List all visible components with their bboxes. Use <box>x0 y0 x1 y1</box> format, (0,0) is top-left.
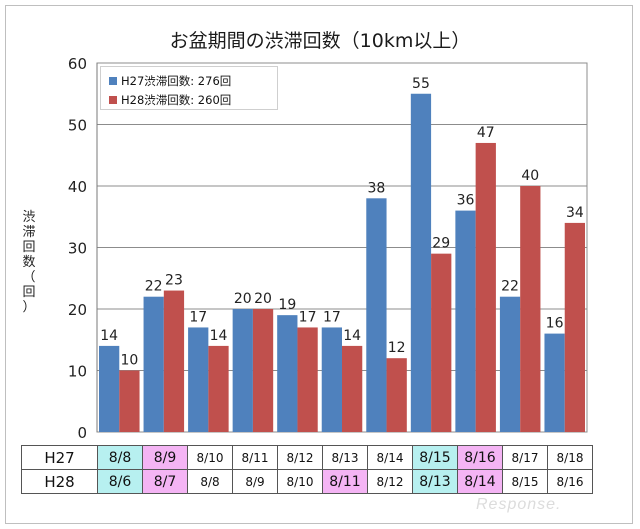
date-cell: 8/13 <box>412 469 458 494</box>
date-cell: 8/17 <box>502 445 548 470</box>
data-label: 34 <box>566 205 584 221</box>
data-label: 17 <box>189 309 207 325</box>
y-axis-label-char: 滞 <box>22 225 36 240</box>
y-tick-label: 30 <box>68 240 87 258</box>
y-axis-label-char: 回 <box>22 285 36 300</box>
bar-h28 <box>431 253 452 432</box>
bar-h27 <box>544 333 565 432</box>
date-cell: 8/15 <box>502 469 548 494</box>
data-label: 23 <box>165 273 183 289</box>
data-label: 14 <box>100 328 118 344</box>
data-label: 38 <box>367 180 385 196</box>
date-cell: 8/15 <box>412 445 458 470</box>
bar-h27 <box>277 315 298 432</box>
data-label: 17 <box>323 309 341 325</box>
legend-swatch-h28 <box>109 95 117 104</box>
y-axis-label-char: 渋 <box>22 210 36 225</box>
chart-title: お盆期間の渋滞回数（10km以上） <box>169 30 471 52</box>
date-cell: 8/18 <box>547 445 593 470</box>
data-label: 17 <box>299 309 317 325</box>
date-cell: 8/8 <box>97 445 143 470</box>
date-cell: 8/8 <box>187 469 233 494</box>
data-label: 55 <box>412 76 430 92</box>
date-cell: 8/10 <box>187 445 233 470</box>
data-label: 22 <box>501 279 519 295</box>
data-label: 14 <box>343 328 361 344</box>
y-tick-label: 10 <box>68 363 87 381</box>
data-label: 29 <box>432 236 450 252</box>
y-tick-label: 0 <box>77 424 87 442</box>
bar-h27 <box>99 345 120 432</box>
data-label: 14 <box>210 328 228 344</box>
date-cell: 8/12 <box>277 445 323 470</box>
bar-h28 <box>297 327 318 432</box>
y-tick-label: 20 <box>68 301 87 319</box>
y-tick-label: 60 <box>68 55 87 73</box>
data-label: 10 <box>120 353 138 369</box>
date-cell: 8/7 <box>142 469 188 494</box>
date-cell: 8/14 <box>457 469 503 494</box>
y-tick-label: 40 <box>68 178 87 196</box>
bar-h28 <box>520 186 541 432</box>
bar-h27 <box>366 198 387 432</box>
data-label: 19 <box>278 297 296 313</box>
y-tick-label: 50 <box>68 117 87 135</box>
data-label: 22 <box>145 279 163 295</box>
bar-h27 <box>410 93 432 432</box>
date-cell: 8/14 <box>367 445 413 470</box>
bar-h27 <box>455 210 476 432</box>
legend-swatch-h27 <box>109 76 117 85</box>
date-cell: 8/6 <box>97 469 143 494</box>
date-cell: 8/10 <box>277 469 323 494</box>
data-label: 20 <box>234 291 252 307</box>
legend: H27渋滞回数: 276回 H28渋滞回数: 260回 <box>100 66 278 110</box>
bar-h27 <box>499 296 521 432</box>
y-axis-label-char: 数 <box>22 255 36 270</box>
date-cell: 8/16 <box>457 445 503 470</box>
date-cell: 8/11 <box>232 445 278 470</box>
date-cell: 8/9 <box>232 469 278 494</box>
data-label: 47 <box>477 125 495 141</box>
bar-h28 <box>119 370 140 432</box>
date-row-h27: H27 8/8 8/9 8/10 8/11 8/12 8/13 8/14 8/15 8/16 8/1… <box>21 445 593 470</box>
data-label: 36 <box>457 193 475 209</box>
bar-h28 <box>163 290 185 432</box>
date-cell: 8/9 <box>142 445 188 470</box>
bar-h27 <box>188 327 209 432</box>
bar-h28 <box>475 142 496 432</box>
bar-h27 <box>321 327 342 432</box>
y-axis-label-char: ） <box>22 300 36 315</box>
legend-item-h27: H27渋滞回数: 276回 <box>109 71 277 90</box>
date-row-h28: H28 8/6 8/7 8/8 8/9 8/10 8/11 8/12 8/13 8/14 8/15 8… <box>21 469 593 494</box>
data-label: 16 <box>546 316 564 332</box>
bar-h28 <box>564 222 585 432</box>
y-axis-label: 渋滞回数（回） <box>18 210 40 315</box>
legend-label-h28: H28渋滞回数: 260回 <box>121 92 232 107</box>
data-label: 40 <box>521 168 539 184</box>
date-row-label: H28 <box>21 469 98 494</box>
bar-h27 <box>143 296 164 432</box>
bar-h28 <box>208 345 229 432</box>
y-axis-label-char: 回 <box>22 240 36 255</box>
watermark-logo: Response. <box>476 496 562 513</box>
bar-h28 <box>252 309 274 432</box>
data-label: 12 <box>388 340 406 356</box>
y-axis-label-char: （ <box>22 270 36 285</box>
bar-h28 <box>386 358 407 432</box>
date-cell: 8/12 <box>367 469 413 494</box>
bar-h28 <box>342 345 363 432</box>
date-cell: 8/11 <box>322 469 368 494</box>
legend-label-h27: H27渋滞回数: 276回 <box>121 73 232 88</box>
date-cell: 8/16 <box>547 469 593 494</box>
date-row-label: H27 <box>21 445 98 470</box>
data-label: 20 <box>254 291 272 307</box>
date-cell: 8/13 <box>322 445 368 470</box>
legend-item-h28: H28渋滞回数: 260回 <box>109 90 277 109</box>
bar-h27 <box>232 309 253 432</box>
date-table: H27 8/8 8/9 8/10 8/11 8/12 8/13 8/14 8/15 8/16 8/1… <box>21 445 593 494</box>
